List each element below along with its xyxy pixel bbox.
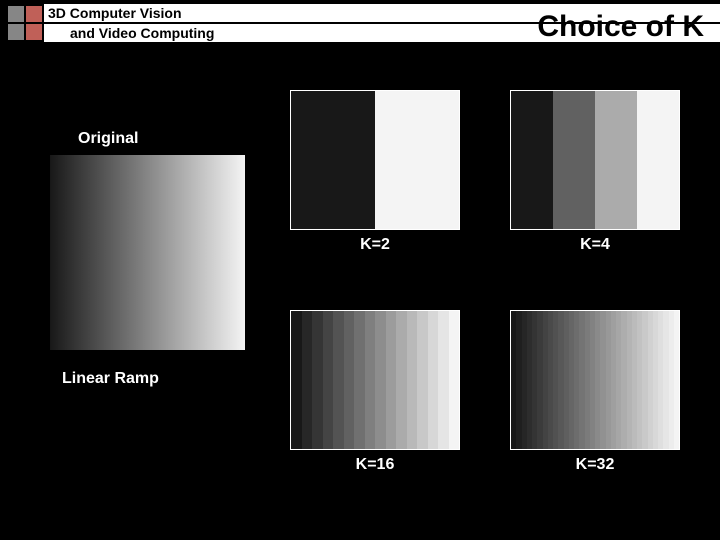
bands-k16 bbox=[291, 311, 459, 449]
panel-k4 bbox=[510, 90, 680, 230]
caption-k4: K=4 bbox=[545, 236, 645, 254]
gradient-smooth bbox=[50, 155, 245, 350]
bands-k4 bbox=[511, 91, 679, 229]
label-linear-ramp: Linear Ramp bbox=[62, 370, 159, 388]
page-title: Choice of K bbox=[537, 10, 704, 44]
header: 3D Computer Vision and Video Computing C… bbox=[0, 0, 720, 46]
bands-k2 bbox=[291, 91, 459, 229]
caption-k32: K=32 bbox=[545, 456, 645, 474]
panel-k32 bbox=[510, 310, 680, 450]
panel-k16 bbox=[290, 310, 460, 450]
label-original: Original bbox=[78, 130, 138, 148]
header-line-1: 3D Computer Vision bbox=[48, 4, 188, 22]
panel-original bbox=[50, 155, 245, 350]
caption-k16: K=16 bbox=[325, 456, 425, 474]
caption-k2: K=2 bbox=[325, 236, 425, 254]
header-line-2: and Video Computing bbox=[66, 24, 218, 42]
logo-icon bbox=[8, 6, 42, 40]
bands-k32 bbox=[511, 311, 679, 449]
panel-k2 bbox=[290, 90, 460, 230]
